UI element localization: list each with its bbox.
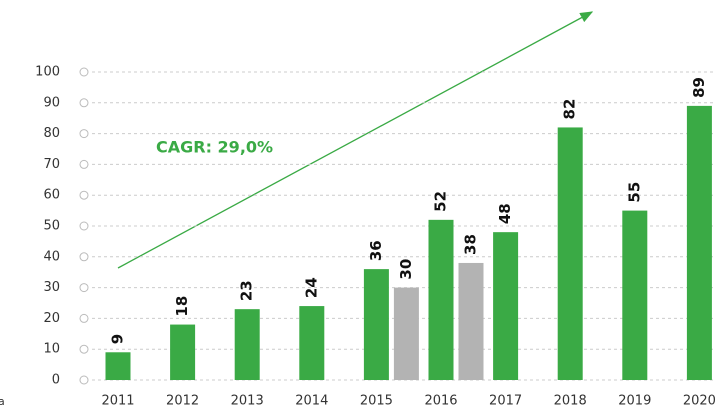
y-tick-label: 60 (43, 188, 60, 203)
data-label: 24 (302, 277, 320, 298)
data-label: 38 (462, 234, 480, 255)
tick-mark (79, 67, 89, 77)
x-tick-label: 2014 (295, 394, 328, 409)
x-tick-label: 2013 (231, 394, 264, 409)
x-tick-label: 2011 (101, 394, 134, 409)
tick-mark (79, 190, 89, 200)
cagr-annotation: CAGR: 29,0% (156, 138, 273, 157)
x-tick-label: 2016 (424, 394, 457, 409)
tick-mark (79, 375, 89, 385)
tick-mark (79, 98, 89, 108)
note: a (0, 395, 5, 408)
y-tick-label: 30 (43, 280, 60, 295)
bar (458, 262, 484, 380)
bar (557, 127, 583, 380)
data-label: 55 (625, 182, 643, 203)
data-label: 52 (432, 191, 450, 212)
y-tick-label: 10 (43, 342, 60, 357)
data-label: 48 (496, 203, 514, 224)
tick-mark (79, 313, 89, 323)
tick-mark (79, 344, 89, 354)
data-label: 9 (109, 334, 127, 344)
x-tick-label: 2019 (618, 394, 651, 409)
bar (622, 210, 648, 380)
tick-mark (79, 129, 89, 139)
x-tick-label: 2015 (360, 394, 393, 409)
x-tick-label: 2012 (166, 394, 199, 409)
x-tick-label: 2020 (683, 394, 716, 409)
tick-mark (79, 252, 89, 262)
bar (686, 105, 712, 380)
bar (428, 219, 454, 380)
y-tick-label: 70 (43, 157, 60, 172)
data-label: 18 (173, 296, 191, 317)
bar (363, 269, 389, 380)
data-label: 89 (690, 77, 708, 98)
data-label: 30 (397, 259, 415, 280)
bar (234, 309, 260, 380)
data-label: 82 (561, 99, 579, 120)
bar (170, 324, 196, 380)
y-tick-label: 80 (43, 126, 60, 141)
y-tick-label: 100 (35, 65, 60, 80)
bar (493, 232, 519, 380)
data-label: 36 (367, 240, 385, 261)
bar (105, 352, 131, 380)
x-tick-label: 2017 (489, 394, 522, 409)
y-tick-label: 50 (43, 219, 60, 234)
y-tick-label: 90 (43, 95, 60, 110)
x-tick-label: 2018 (554, 394, 587, 409)
tick-mark (79, 283, 89, 293)
y-tick-label: 40 (43, 249, 60, 264)
bar (299, 306, 325, 380)
data-label: 23 (238, 280, 256, 301)
tick-mark (79, 221, 89, 231)
y-tick-label: 0 (52, 373, 60, 388)
tick-mark (79, 159, 89, 169)
bar (393, 287, 419, 380)
y-tick-label: 20 (43, 311, 60, 326)
trend-arrow (117, 11, 594, 269)
